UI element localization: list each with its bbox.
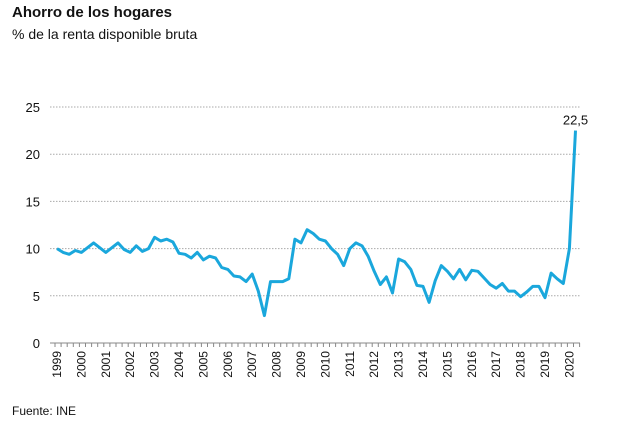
x-tick-label: 2009: [294, 351, 308, 378]
x-tick-label: 2020: [562, 351, 576, 378]
x-tick-label: 2005: [196, 351, 210, 378]
chart-title: Ahorro de los hogares: [12, 4, 173, 21]
x-tick-label: 2010: [318, 351, 332, 378]
x-tick-label: 2015: [440, 351, 454, 378]
x-tick-label: 2001: [99, 351, 113, 378]
x-tick-label: 2019: [538, 351, 552, 378]
x-tick-label: 2013: [392, 351, 406, 378]
x-tick-label: 2017: [489, 351, 503, 378]
x-tick-label: 2008: [270, 351, 284, 378]
y-tick-label: 10: [26, 242, 40, 257]
x-tick-label: 2012: [367, 351, 381, 378]
series-line: [56, 130, 577, 318]
x-tick-label: 2018: [514, 351, 528, 378]
x-tick-label: 2004: [172, 351, 186, 378]
y-tick-label: 15: [26, 194, 40, 209]
chart-subtitle: % de la renta disponible bruta: [12, 26, 198, 42]
y-tick-label: 5: [33, 289, 40, 304]
x-tick-label: 2006: [221, 351, 235, 378]
y-tick-label: 20: [26, 147, 40, 162]
y-tick-label: 0: [33, 336, 40, 351]
x-tick-label: 1999: [50, 351, 64, 378]
x-tick-label: 2000: [74, 351, 88, 378]
chart-source: Fuente: INE: [12, 404, 77, 418]
x-tick-label: 2002: [123, 351, 137, 378]
x-tick-label: 2016: [465, 351, 479, 378]
x-tick-label: 2011: [343, 351, 357, 377]
x-tick-label: 2014: [416, 351, 430, 378]
y-tick-label: 25: [26, 100, 40, 115]
data-label: 22,5: [563, 113, 588, 128]
x-tick-label: 2007: [245, 351, 259, 378]
x-tick-label: 2003: [148, 351, 162, 378]
